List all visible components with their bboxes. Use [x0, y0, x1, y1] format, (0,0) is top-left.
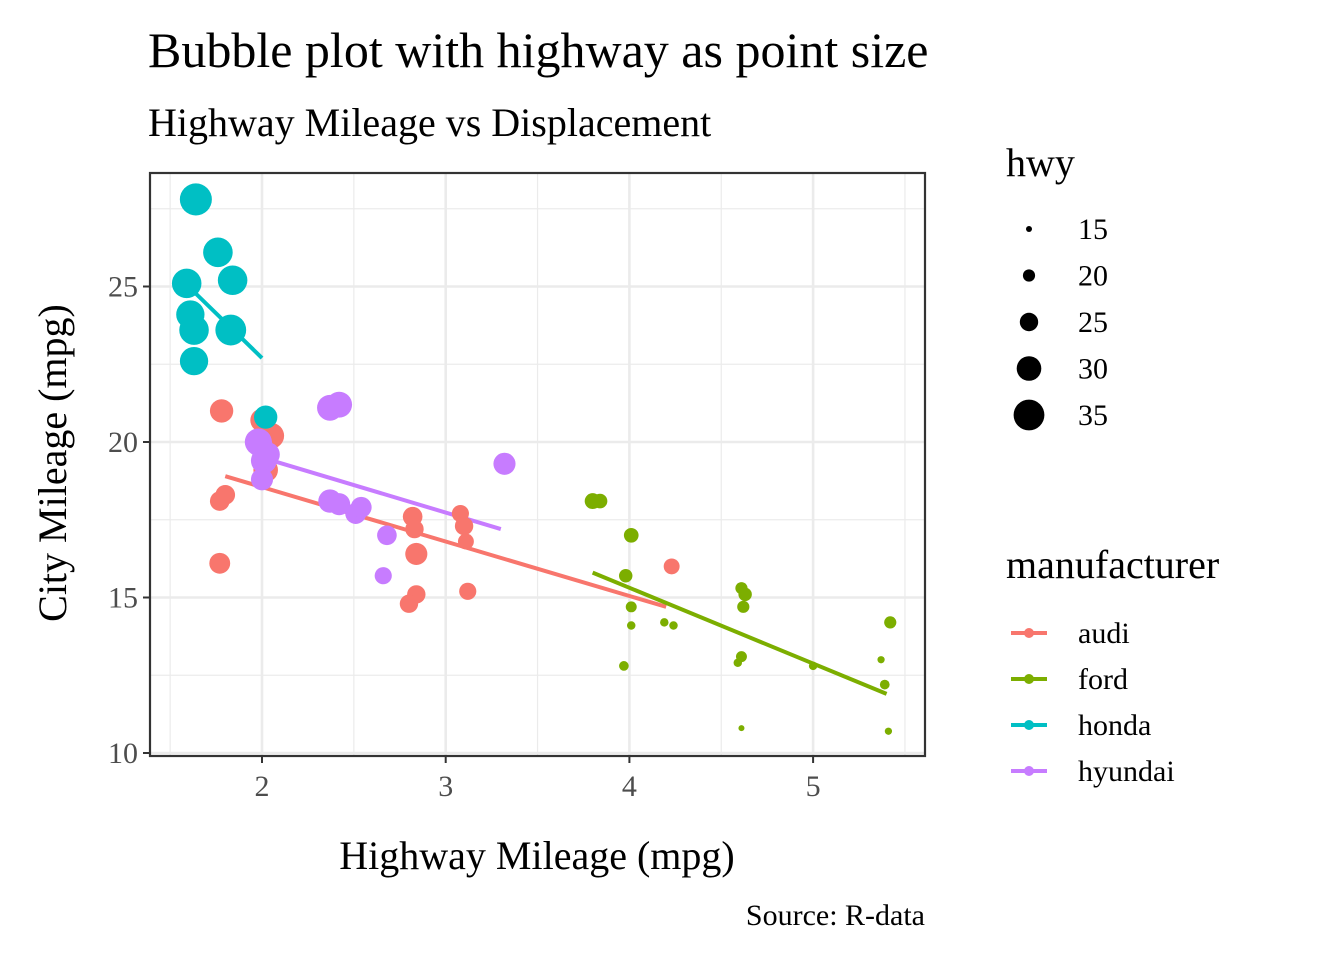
- point-ford: [619, 661, 629, 671]
- chart-title: Bubble plot with highway as point size: [148, 22, 928, 78]
- color-legend: manufacturer audi ford honda hyundai: [1006, 542, 1219, 788]
- y-axis-ticks: 10 15 20 25: [108, 271, 150, 770]
- point-ford: [669, 621, 678, 630]
- point-honda: [203, 237, 233, 268]
- point-hyundai: [250, 468, 274, 491]
- point-audi: [454, 516, 474, 536]
- y-tick-label: 20: [108, 426, 138, 459]
- color-legend-dot-hyundai: [1024, 766, 1034, 776]
- size-legend-key-20: [1022, 269, 1036, 282]
- y-tick-label: 10: [108, 737, 138, 770]
- x-axis-ticks: 2 3 4 5: [255, 756, 821, 803]
- point-ford: [625, 601, 637, 613]
- size-legend-label-25: 25: [1078, 306, 1108, 339]
- size-legend-key-25: [1019, 312, 1039, 332]
- plot-border: [148, 171, 927, 758]
- point-hyundai: [350, 496, 372, 518]
- point-ford: [592, 493, 608, 509]
- point-ford: [619, 569, 633, 583]
- point-audi: [457, 533, 474, 550]
- chart-caption: Source: R-data: [746, 899, 925, 932]
- point-honda: [171, 268, 202, 299]
- point-ford: [884, 727, 893, 735]
- point-honda: [217, 265, 248, 296]
- point-ford: [733, 658, 743, 668]
- point-hyundai: [374, 567, 392, 585]
- point-audi: [209, 552, 231, 574]
- y-tick-label: 25: [108, 271, 138, 304]
- point-audi: [405, 519, 424, 539]
- panel-border-rect: [148, 171, 927, 758]
- size-legend-title: hwy: [1006, 140, 1075, 185]
- color-legend-dot-ford: [1024, 674, 1034, 684]
- color-legend-dot-audi: [1024, 628, 1034, 638]
- point-ford: [879, 679, 890, 690]
- point-audi: [209, 491, 230, 511]
- size-legend-label-20: 20: [1078, 260, 1108, 293]
- size-legend-label-30: 30: [1078, 353, 1108, 386]
- x-axis-title: Highway Mileage (mpg): [339, 833, 734, 878]
- color-legend-label-audi: audi: [1078, 617, 1130, 650]
- point-ford: [626, 621, 636, 630]
- minor-gridlines: [150, 173, 925, 756]
- chart-subtitle: Highway Mileage vs Displacement: [148, 100, 711, 145]
- point-audi: [399, 594, 419, 613]
- size-legend-label-35: 35: [1078, 399, 1108, 432]
- x-tick-label: 4: [622, 770, 637, 803]
- point-audi: [209, 399, 234, 423]
- point-hyundai: [493, 452, 516, 475]
- color-legend-title: manufacturer: [1006, 542, 1219, 587]
- size-legend-key-35: [1013, 399, 1045, 431]
- point-honda: [179, 346, 209, 376]
- point-ford: [660, 618, 669, 627]
- x-tick-label: 2: [255, 770, 270, 803]
- size-legend-key-15: [1026, 226, 1032, 232]
- trend-line-audi: [224, 474, 667, 609]
- point-honda: [179, 315, 209, 345]
- color-legend-dot-honda: [1024, 720, 1034, 730]
- y-axis-title: City Mileage (mpg): [30, 304, 75, 622]
- x-tick-label: 5: [806, 770, 821, 803]
- y-tick-label: 15: [108, 582, 138, 615]
- trend-line-ford: [591, 570, 888, 696]
- color-legend-label-honda: honda: [1078, 709, 1151, 742]
- point-ford: [884, 616, 897, 629]
- point-ford: [738, 725, 745, 732]
- point-audi: [459, 582, 477, 600]
- color-legend-label-hyundai: hyundai: [1078, 755, 1175, 788]
- point-hyundai: [326, 391, 353, 418]
- point-honda: [179, 183, 212, 216]
- point-audi: [405, 542, 428, 566]
- data-points: [171, 183, 897, 735]
- size-legend: hwy 15 20 25 30 35: [1006, 140, 1108, 432]
- point-ford: [738, 587, 752, 602]
- point-audi: [663, 558, 680, 575]
- size-legend-label-15: 15: [1078, 213, 1108, 246]
- point-honda: [215, 314, 247, 346]
- point-ford: [808, 661, 818, 671]
- x-tick-label: 3: [438, 770, 453, 803]
- point-hyundai: [255, 442, 280, 467]
- point-ford: [623, 527, 639, 543]
- point-ford: [737, 600, 750, 613]
- point-honda: [253, 405, 278, 429]
- point-hyundai: [377, 525, 397, 546]
- color-legend-label-ford: ford: [1078, 663, 1128, 696]
- point-hyundai: [328, 493, 351, 516]
- size-legend-key-30: [1016, 356, 1042, 381]
- point-ford: [877, 656, 885, 664]
